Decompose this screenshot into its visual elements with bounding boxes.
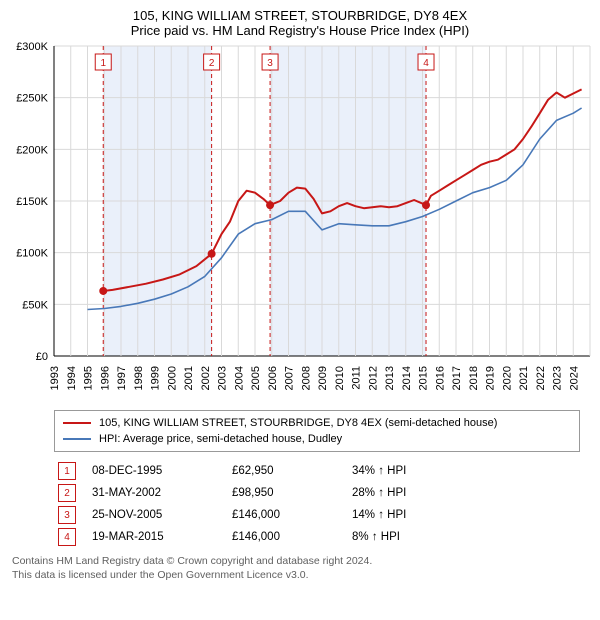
svg-text:£0: £0: [36, 351, 48, 363]
svg-text:2010: 2010: [334, 366, 346, 390]
footer-line: This data is licensed under the Open Gov…: [12, 568, 588, 582]
svg-text:4: 4: [423, 58, 429, 69]
svg-text:2023: 2023: [552, 366, 564, 390]
event-price: £146,000: [232, 531, 352, 543]
svg-text:1995: 1995: [83, 366, 95, 390]
event-row: 3 25-NOV-2005£146,00014% ↑ HPI: [54, 504, 588, 526]
svg-text:1997: 1997: [116, 366, 128, 390]
svg-text:2015: 2015: [418, 366, 430, 390]
event-price: £62,950: [232, 465, 352, 477]
svg-text:2014: 2014: [401, 366, 413, 390]
event-date: 31-MAY-2002: [92, 487, 232, 499]
svg-text:£250K: £250K: [16, 93, 48, 105]
svg-text:2020: 2020: [501, 366, 513, 390]
event-row: 1 08-DEC-1995£62,95034% ↑ HPI: [54, 460, 588, 482]
svg-text:2008: 2008: [300, 366, 312, 390]
event-number-box: 4: [58, 528, 76, 546]
svg-text:3: 3: [267, 58, 273, 69]
event-price: £98,950: [232, 487, 352, 499]
svg-text:2000: 2000: [166, 366, 178, 390]
chart-subtitle: Price paid vs. HM Land Registry's House …: [12, 23, 588, 38]
svg-text:2: 2: [209, 58, 215, 69]
svg-text:£200K: £200K: [16, 144, 48, 156]
svg-text:2002: 2002: [200, 366, 212, 390]
legend-swatch-1: [63, 438, 91, 440]
footer-attribution: Contains HM Land Registry data © Crown c…: [12, 554, 588, 582]
event-date: 25-NOV-2005: [92, 509, 232, 521]
event-diff: 8% ↑ HPI: [352, 531, 432, 543]
svg-text:1994: 1994: [66, 366, 78, 390]
legend-label-0: 105, KING WILLIAM STREET, STOURBRIDGE, D…: [99, 417, 497, 429]
svg-text:2022: 2022: [535, 366, 547, 390]
event-number-box: 1: [58, 462, 76, 480]
event-row: 4 19-MAR-2015£146,0008% ↑ HPI: [54, 526, 588, 548]
legend-label-1: HPI: Average price, semi-detached house,…: [99, 433, 342, 445]
svg-text:£50K: £50K: [22, 299, 48, 311]
price-chart: £0 £50K £100K £150K £200K £250K £300K 1993 1994 1…: [12, 42, 596, 400]
svg-text:£300K: £300K: [16, 42, 48, 53]
svg-text:£150K: £150K: [16, 196, 48, 208]
svg-text:2001: 2001: [183, 366, 195, 390]
svg-text:2017: 2017: [451, 366, 463, 390]
svg-text:1: 1: [100, 58, 106, 69]
svg-text:2003: 2003: [217, 366, 229, 390]
event-row: 2 31-MAY-2002£98,95028% ↑ HPI: [54, 482, 588, 504]
svg-text:2019: 2019: [485, 366, 497, 390]
event-diff: 28% ↑ HPI: [352, 487, 432, 499]
events-table: 1 08-DEC-1995£62,95034% ↑ HPI 2 31-MAY-2002…: [54, 460, 588, 548]
svg-text:2011: 2011: [351, 366, 363, 390]
svg-text:1993: 1993: [49, 366, 61, 390]
svg-text:£100K: £100K: [16, 248, 48, 260]
event-date: 08-DEC-1995: [92, 465, 232, 477]
legend: 105, KING WILLIAM STREET, STOURBRIDGE, D…: [54, 410, 580, 452]
svg-text:2005: 2005: [250, 366, 262, 390]
legend-row: 105, KING WILLIAM STREET, STOURBRIDGE, D…: [63, 415, 571, 431]
footer-line: Contains HM Land Registry data © Crown c…: [12, 554, 588, 568]
event-diff: 34% ↑ HPI: [352, 465, 432, 477]
legend-swatch-0: [63, 422, 91, 424]
event-price: £146,000: [232, 509, 352, 521]
svg-text:2024: 2024: [568, 366, 580, 390]
chart-title: 105, KING WILLIAM STREET, STOURBRIDGE, D…: [12, 8, 588, 23]
event-date: 19-MAR-2015: [92, 531, 232, 543]
event-diff: 14% ↑ HPI: [352, 509, 432, 521]
svg-text:2013: 2013: [384, 366, 396, 390]
svg-text:2007: 2007: [284, 366, 296, 390]
event-number-box: 2: [58, 484, 76, 502]
svg-text:2004: 2004: [233, 366, 245, 390]
legend-row: HPI: Average price, semi-detached house,…: [63, 431, 571, 447]
svg-text:1998: 1998: [133, 366, 145, 390]
event-number-box: 3: [58, 506, 76, 524]
svg-text:2016: 2016: [434, 366, 446, 390]
svg-text:2012: 2012: [367, 366, 379, 390]
svg-text:2021: 2021: [518, 366, 530, 390]
svg-text:1999: 1999: [150, 366, 162, 390]
svg-text:1996: 1996: [99, 366, 111, 390]
svg-text:2018: 2018: [468, 366, 480, 390]
svg-text:2006: 2006: [267, 366, 279, 390]
svg-text:2009: 2009: [317, 366, 329, 390]
